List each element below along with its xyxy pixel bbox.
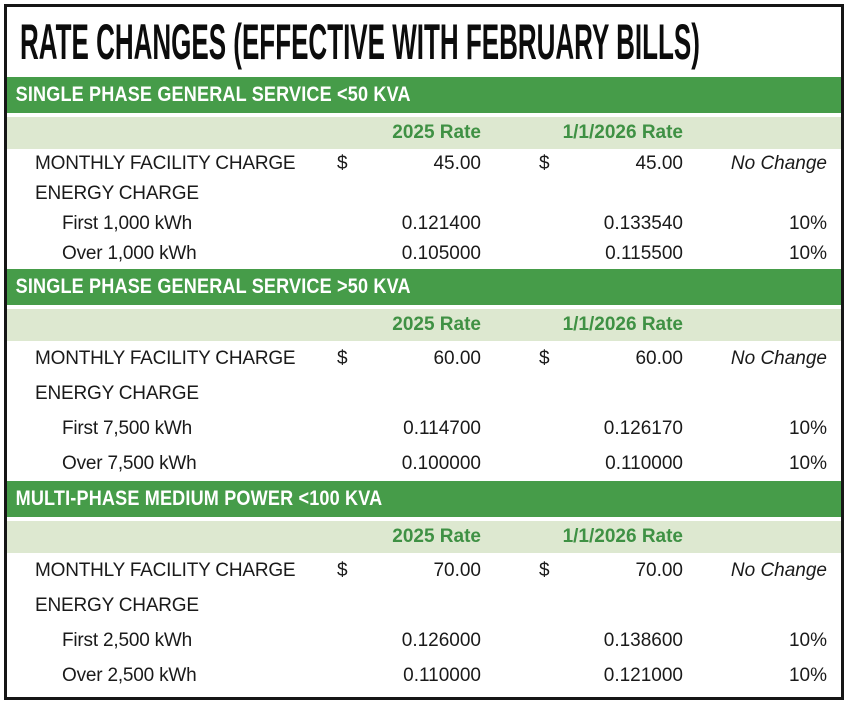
row-label: ENERGY CHARGE bbox=[35, 594, 199, 616]
page-title: RATE CHANGES (EFFECTIVE WITH FEBRUARY BI… bbox=[20, 14, 700, 70]
rate-2025-value: 0.110000 bbox=[403, 664, 481, 686]
change-value: 10% bbox=[788, 213, 827, 234]
currency-symbol-2025: $ bbox=[337, 559, 348, 581]
change-value: 10% bbox=[788, 664, 827, 686]
column-header-band: 2025 Rate 1/1/2026 Rate bbox=[7, 117, 841, 149]
rate-2026-value: 0.115500 bbox=[605, 243, 683, 264]
rate-table-frame: RATE CHANGES (EFFECTIVE WITH FEBRUARY BI… bbox=[4, 4, 844, 700]
table-row: Over 7,500 kWh 0.100000 0.110000 10% bbox=[7, 446, 841, 481]
rate-2025-value: 0.105000 bbox=[401, 243, 481, 264]
change-value: No Change bbox=[730, 347, 827, 369]
section-header-label: SINGLE PHASE GENERAL SERVICE >50 KVA bbox=[15, 275, 411, 298]
rate-2025-value: 70.00 bbox=[433, 559, 481, 581]
rate-2026-value: 0.121000 bbox=[603, 664, 683, 686]
row-label: ENERGY CHARGE bbox=[35, 382, 199, 404]
column-header-band: 2025 Rate 1/1/2026 Rate bbox=[7, 309, 841, 341]
change-value: 10% bbox=[788, 629, 827, 651]
rate-2026-value: 45.00 bbox=[635, 153, 683, 174]
table-row: ENERGY CHARGE bbox=[7, 376, 841, 411]
row-label: First 1,000 kWh bbox=[62, 213, 193, 234]
change-value: 10% bbox=[788, 452, 827, 474]
section-header-label: MULTI-PHASE MEDIUM POWER <100 KVA bbox=[15, 487, 383, 510]
column-header-2026-rate: 1/1/2026 Rate bbox=[562, 314, 683, 335]
rate-2026-value: 0.138600 bbox=[603, 629, 683, 651]
rate-2025-value: 0.121400 bbox=[401, 213, 481, 234]
rate-2025-value: 0.114700 bbox=[403, 417, 481, 439]
section-header-multi-phase-medium-power: MULTI-PHASE MEDIUM POWER <100 KVA bbox=[7, 481, 841, 517]
currency-symbol-2026: $ bbox=[539, 153, 550, 174]
table-row: First 2,500 kWh 0.126000 0.138600 10% bbox=[7, 623, 841, 658]
section-rows: MONTHLY FACILITY CHARGE $ 60.00 $ 60.00 … bbox=[7, 341, 841, 481]
currency-symbol-2026: $ bbox=[539, 347, 550, 369]
table-row: Over 2,500 kWh 0.110000 0.121000 10% bbox=[7, 658, 841, 693]
table-row: Over 1,000 kWh 0.105000 0.115500 10% bbox=[7, 239, 841, 269]
table-row: First 7,500 kWh 0.114700 0.126170 10% bbox=[7, 411, 841, 446]
column-header-band: 2025 Rate 1/1/2026 Rate bbox=[7, 521, 841, 553]
column-header-2026-rate: 1/1/2026 Rate bbox=[562, 122, 683, 143]
section-rows: MONTHLY FACILITY CHARGE $ 70.00 $ 70.00 … bbox=[7, 553, 841, 693]
section-rows: MONTHLY FACILITY CHARGE $ 45.00 $ 45.00 … bbox=[7, 149, 841, 269]
rate-2025-value: 45.00 bbox=[433, 153, 481, 174]
row-label: MONTHLY FACILITY CHARGE bbox=[35, 347, 296, 369]
change-value: 10% bbox=[788, 243, 827, 264]
change-value: No Change bbox=[730, 153, 827, 174]
table-row: MONTHLY FACILITY CHARGE $ 70.00 $ 70.00 … bbox=[7, 553, 841, 588]
change-value: No Change bbox=[730, 559, 827, 581]
column-header-2025-rate: 2025 Rate bbox=[392, 122, 481, 143]
row-label: First 2,500 kWh bbox=[62, 629, 193, 651]
currency-symbol-2025: $ bbox=[337, 347, 348, 369]
row-label: First 7,500 kWh bbox=[62, 417, 193, 439]
rate-2026-value: 0.126170 bbox=[603, 417, 683, 439]
rate-2025-value: 0.126000 bbox=[401, 629, 481, 651]
row-label: MONTHLY FACILITY CHARGE bbox=[35, 153, 296, 174]
table-row: MONTHLY FACILITY CHARGE $ 60.00 $ 60.00 … bbox=[7, 341, 841, 376]
column-header-2026-rate: 1/1/2026 Rate bbox=[562, 526, 683, 547]
section-header-single-phase-over-50kva: SINGLE PHASE GENERAL SERVICE >50 KVA bbox=[7, 269, 841, 305]
table-row: ENERGY CHARGE bbox=[7, 179, 841, 209]
column-header-2025-rate: 2025 Rate bbox=[392, 526, 481, 547]
table-row: First 1,000 kWh 0.121400 0.133540 10% bbox=[7, 209, 841, 239]
section-header-single-phase-under-50kva: SINGLE PHASE GENERAL SERVICE <50 KVA bbox=[7, 77, 841, 113]
title-row: RATE CHANGES (EFFECTIVE WITH FEBRUARY BI… bbox=[7, 7, 841, 77]
rate-2026-value: 0.110000 bbox=[605, 452, 683, 474]
rate-2026-value: 0.133540 bbox=[603, 213, 683, 234]
row-label: Over 2,500 kWh bbox=[62, 664, 197, 686]
currency-symbol-2026: $ bbox=[539, 559, 550, 581]
row-label: Over 1,000 kWh bbox=[62, 243, 197, 264]
change-value: 10% bbox=[788, 417, 827, 439]
row-label: Over 7,500 kWh bbox=[62, 452, 197, 474]
column-header-2025-rate: 2025 Rate bbox=[392, 314, 481, 335]
rate-2025-value: 60.00 bbox=[433, 347, 481, 369]
row-label: MONTHLY FACILITY CHARGE bbox=[35, 559, 296, 581]
table-row: MONTHLY FACILITY CHARGE $ 45.00 $ 45.00 … bbox=[7, 149, 841, 179]
section-header-label: SINGLE PHASE GENERAL SERVICE <50 KVA bbox=[15, 83, 411, 106]
table-row: ENERGY CHARGE bbox=[7, 588, 841, 623]
rate-2025-value: 0.100000 bbox=[401, 452, 481, 474]
row-label: ENERGY CHARGE bbox=[35, 183, 199, 204]
rate-2026-value: 70.00 bbox=[635, 559, 683, 581]
rate-2026-value: 60.00 bbox=[635, 347, 683, 369]
currency-symbol-2025: $ bbox=[337, 153, 348, 174]
